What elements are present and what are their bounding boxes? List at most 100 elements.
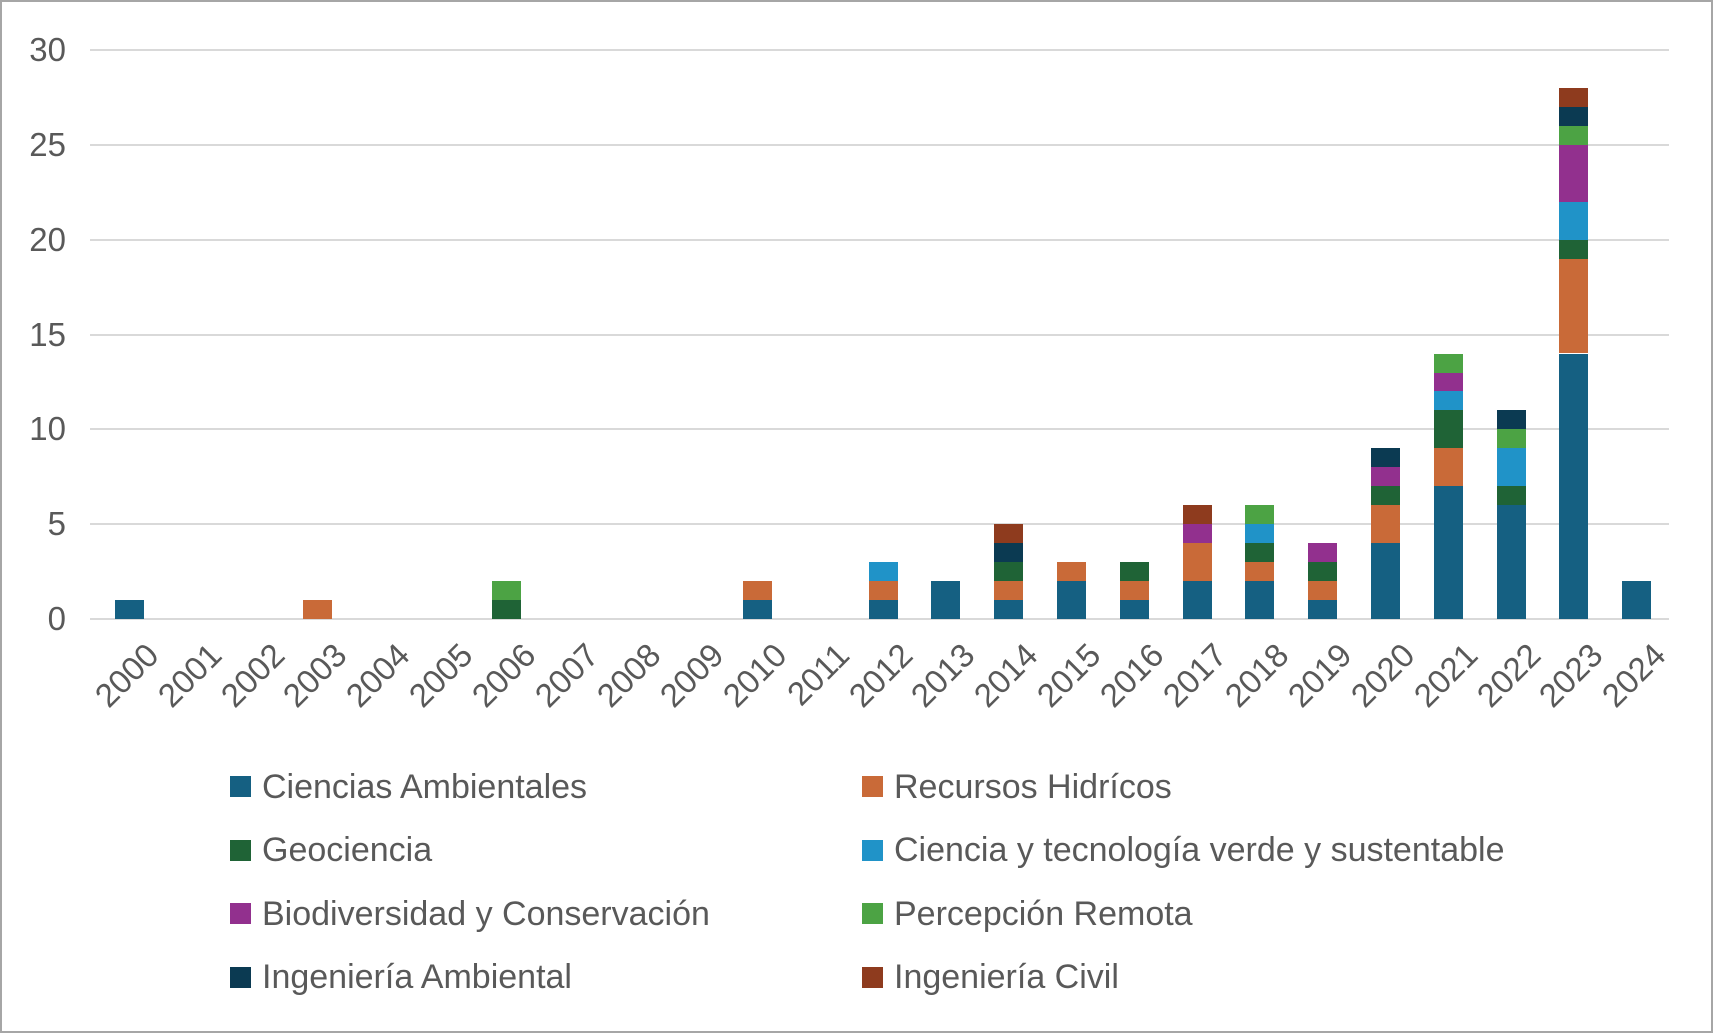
legend-item: Ciencia y tecnología verde y sustentable bbox=[862, 819, 1504, 883]
legend-item: Percepción Remota bbox=[862, 882, 1504, 946]
x-axis-tick-label: 2020 bbox=[1343, 636, 1422, 715]
legend: Ciencias Ambientales Recursos Hidrícos Geo… bbox=[230, 755, 1504, 1009]
bar-segment-2021 bbox=[1433, 391, 1463, 411]
bar-segment-2015 bbox=[1056, 562, 1086, 582]
legend-label: Ingeniería Civil bbox=[894, 958, 1119, 997]
bar-segment-2016 bbox=[1119, 600, 1149, 619]
legend-label: Recursos Hidrícos bbox=[894, 767, 1172, 806]
bar-segment-2017 bbox=[1182, 524, 1212, 544]
bar-segment-2021 bbox=[1433, 353, 1463, 373]
x-axis-tick-label: 2006 bbox=[464, 636, 543, 715]
x-axis-tick-label: 2014 bbox=[966, 636, 1045, 715]
bar-segment-2023 bbox=[1559, 353, 1589, 619]
bar-segment-2003 bbox=[303, 600, 333, 619]
x-axis-tick-label: 2021 bbox=[1406, 636, 1485, 715]
legend-swatch bbox=[230, 966, 251, 988]
y-axis-tick-label: 5 bbox=[47, 505, 66, 543]
legend-swatch bbox=[862, 776, 883, 798]
bar-segment-2013 bbox=[931, 581, 961, 619]
x-axis-tick-label: 2024 bbox=[1594, 636, 1673, 715]
bar-segment-2019 bbox=[1308, 600, 1338, 619]
y-axis-tick-label: 25 bbox=[29, 125, 66, 163]
y-axis-tick-label: 0 bbox=[47, 600, 66, 637]
bar-segment-2014 bbox=[994, 524, 1024, 544]
legend-label: Ingeniería Ambiental bbox=[262, 958, 572, 997]
bar-segment-2014 bbox=[994, 543, 1024, 563]
x-axis-tick-label: 2015 bbox=[1029, 636, 1108, 715]
x-axis-tick-label: 2013 bbox=[903, 636, 982, 715]
gridline bbox=[90, 523, 1669, 526]
gridline bbox=[90, 428, 1669, 431]
legend-label: Biodiversidad y Conservación bbox=[262, 894, 710, 933]
x-axis-tick-label: 2002 bbox=[213, 636, 292, 715]
bar-segment-2018 bbox=[1245, 581, 1275, 619]
bar-segment-2018 bbox=[1245, 505, 1275, 525]
x-axis-tick-label: 2011 bbox=[780, 636, 857, 713]
bar-segment-2016 bbox=[1119, 562, 1149, 582]
bar-segment-2021 bbox=[1433, 372, 1463, 392]
bar-segment-2023 bbox=[1559, 106, 1589, 126]
bar-segment-2018 bbox=[1245, 562, 1275, 582]
x-axis-tick-label: 2001 bbox=[150, 636, 229, 715]
gridline bbox=[90, 49, 1669, 51]
bar-segment-2018 bbox=[1245, 543, 1275, 563]
bar-segment-2006 bbox=[491, 600, 521, 619]
bar-segment-2022 bbox=[1496, 505, 1526, 619]
gridline bbox=[90, 143, 1669, 146]
legend-label: Geociencia bbox=[262, 831, 433, 870]
x-axis-tick-label: 2008 bbox=[589, 636, 668, 715]
bar-segment-2020 bbox=[1370, 543, 1400, 619]
bar-segment-2024 bbox=[1622, 581, 1652, 619]
legend-item: Geociencia bbox=[230, 819, 862, 883]
bar-segment-2021 bbox=[1433, 486, 1463, 619]
bar-segment-2022 bbox=[1496, 448, 1526, 487]
legend-swatch bbox=[862, 966, 883, 988]
x-axis-tick-label: 2005 bbox=[401, 636, 480, 715]
legend-swatch bbox=[230, 903, 251, 925]
bar-segment-2022 bbox=[1496, 486, 1526, 506]
bar-segment-2006 bbox=[491, 581, 521, 601]
bar-segment-2023 bbox=[1559, 144, 1589, 202]
y-axis-tick-label: 10 bbox=[29, 410, 66, 448]
x-axis-tick-label: 2019 bbox=[1280, 636, 1359, 715]
x-axis-tick-label: 2009 bbox=[652, 636, 731, 715]
bar-segment-2019 bbox=[1308, 543, 1338, 563]
legend-label: Ciencias Ambientales bbox=[262, 767, 588, 806]
x-axis-tick-label: 2017 bbox=[1155, 636, 1234, 715]
x-axis-tick-label: 2018 bbox=[1217, 636, 1296, 715]
bar-segment-2019 bbox=[1308, 581, 1338, 601]
x-axis-tick-label: 2004 bbox=[338, 636, 417, 715]
bar-segment-2010 bbox=[742, 581, 772, 601]
legend-item: Ingeniería Civil bbox=[862, 946, 1504, 1010]
bar-segment-2020 bbox=[1370, 467, 1400, 487]
bar-segment-2023 bbox=[1559, 258, 1589, 354]
legend-swatch bbox=[230, 839, 251, 861]
legend-item: Recursos Hidrícos bbox=[862, 755, 1504, 819]
gridline bbox=[90, 238, 1669, 241]
x-axis-tick-label: 2000 bbox=[87, 636, 166, 715]
bar-segment-2017 bbox=[1182, 543, 1212, 581]
y-axis-tick-label: 15 bbox=[29, 315, 66, 353]
bar-segment-2023 bbox=[1559, 125, 1589, 145]
legend-item: Ingeniería Ambiental bbox=[230, 946, 862, 1010]
bar-segment-2021 bbox=[1433, 448, 1463, 487]
bar-segment-2020 bbox=[1370, 505, 1400, 544]
bar-segment-2020 bbox=[1370, 486, 1400, 506]
legend-label: Percepción Remota bbox=[894, 894, 1193, 933]
x-axis-tick-label: 2016 bbox=[1092, 636, 1171, 715]
bar-segment-2023 bbox=[1559, 201, 1589, 240]
legend-item: Ciencias Ambientales bbox=[230, 755, 862, 819]
bar-segment-2022 bbox=[1496, 410, 1526, 430]
bar-segment-2014 bbox=[994, 600, 1024, 619]
bar-segment-2022 bbox=[1496, 429, 1526, 449]
bar-segment-2020 bbox=[1370, 448, 1400, 468]
bar-segment-2017 bbox=[1182, 505, 1212, 525]
bar-segment-2012 bbox=[868, 581, 898, 601]
gridline bbox=[90, 333, 1669, 336]
x-axis-tick-label: 2022 bbox=[1469, 636, 1548, 715]
bar-segment-2010 bbox=[742, 600, 772, 619]
bar-segment-2012 bbox=[868, 600, 898, 619]
bar-segment-2023 bbox=[1559, 239, 1589, 259]
bar-segment-2016 bbox=[1119, 581, 1149, 601]
